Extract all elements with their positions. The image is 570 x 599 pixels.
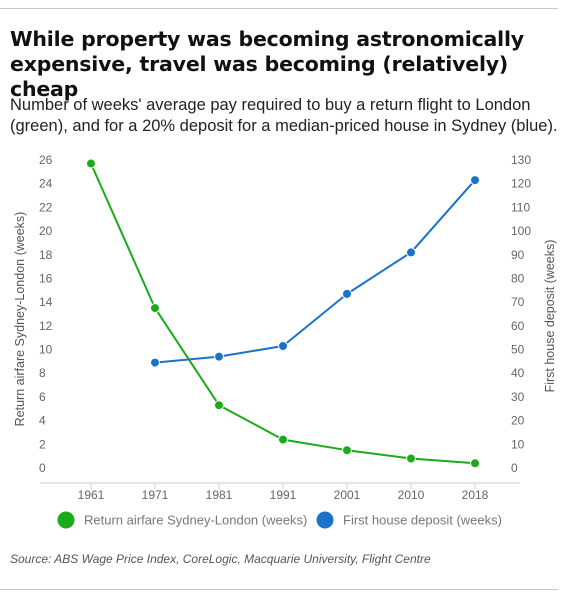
y-right-tick-label: 120 [511, 177, 531, 191]
y-right-tick-label: 110 [511, 200, 530, 214]
x-tick-label: 1981 [206, 488, 233, 502]
y-right-tick-label: 40 [511, 366, 525, 380]
y-right-tick-label: 60 [511, 319, 525, 333]
y-right-tick-label: 0 [511, 461, 518, 475]
house-deposit-point [470, 175, 480, 186]
airfare-point [406, 453, 416, 464]
chart-subtitle: Number of weeks' average pay required to… [10, 96, 558, 135]
airfare-point [278, 434, 288, 445]
airfare-point [150, 303, 160, 314]
airfare-point [86, 158, 96, 169]
house-deposit-point [406, 247, 416, 258]
house-deposit-point [342, 288, 352, 299]
y-left-tick-label: 8 [39, 366, 46, 380]
x-tick-label: 1991 [270, 488, 297, 502]
y-left-tick-label: 2 [39, 437, 46, 451]
y-left-tick-label: 10 [39, 343, 53, 357]
x-tick-label: 2018 [462, 488, 489, 502]
y-right-tick-label: 50 [511, 343, 525, 357]
y-right-tick-label: 80 [511, 271, 525, 285]
bottom-divider [0, 589, 558, 590]
y-left-tick-label: 12 [39, 319, 53, 333]
y-left-tick-label: 0 [39, 461, 46, 475]
series-line-airfare [90, 163, 476, 465]
y-right-tick-label: 130 [511, 153, 531, 167]
y-right-axis-title: First house deposit (weeks) [543, 240, 557, 393]
source-note: Source: ABS Wage Price Index, CoreLogic,… [10, 552, 431, 566]
y-left-tick-label: 14 [39, 295, 53, 309]
x-tick-label: 2010 [398, 488, 425, 502]
airfare-point [470, 458, 480, 469]
legend-label: First house deposit (weeks) [343, 513, 502, 528]
y-right-tick-label: 30 [511, 390, 525, 404]
y-left-tick-label: 22 [39, 200, 53, 214]
legend-marker [57, 511, 75, 529]
y-right-tick-label: 100 [511, 224, 531, 238]
series-line-house-deposit [154, 179, 476, 364]
y-left-tick-label: 16 [39, 271, 53, 285]
airfare-point [214, 400, 224, 411]
y-left-tick-label: 24 [39, 177, 53, 191]
y-left-tick-label: 6 [39, 390, 46, 404]
top-divider [0, 8, 558, 9]
legend-label: Return airfare Sydney-London (weeks) [84, 513, 307, 528]
x-tick-label: 1961 [78, 488, 105, 502]
chart-title: While property was becoming astronomical… [10, 27, 524, 101]
y-right-tick-label: 20 [511, 414, 525, 428]
x-tick-label: 2001 [334, 488, 361, 502]
dual-axis-line-chart: 1961 1971 1981 1991 2001 2010 2018024681012141… [13, 153, 557, 529]
airfare-point [342, 445, 352, 456]
y-left-tick-label: 4 [39, 414, 46, 428]
house-deposit-point [150, 357, 160, 368]
y-right-tick-label: 90 [511, 248, 525, 262]
house-deposit-point [214, 351, 224, 362]
house-deposit-point [278, 340, 288, 351]
x-tick-label: 1971 [142, 488, 169, 502]
y-right-tick-label: 70 [511, 295, 525, 309]
y-left-tick-label: 20 [39, 224, 53, 238]
legend-marker [316, 511, 334, 529]
y-left-tick-label: 26 [39, 153, 53, 167]
y-left-tick-label: 18 [39, 248, 53, 262]
y-left-axis-title: Return airfare Sydney-London (weeks) [13, 212, 27, 427]
y-right-tick-label: 10 [511, 437, 525, 451]
